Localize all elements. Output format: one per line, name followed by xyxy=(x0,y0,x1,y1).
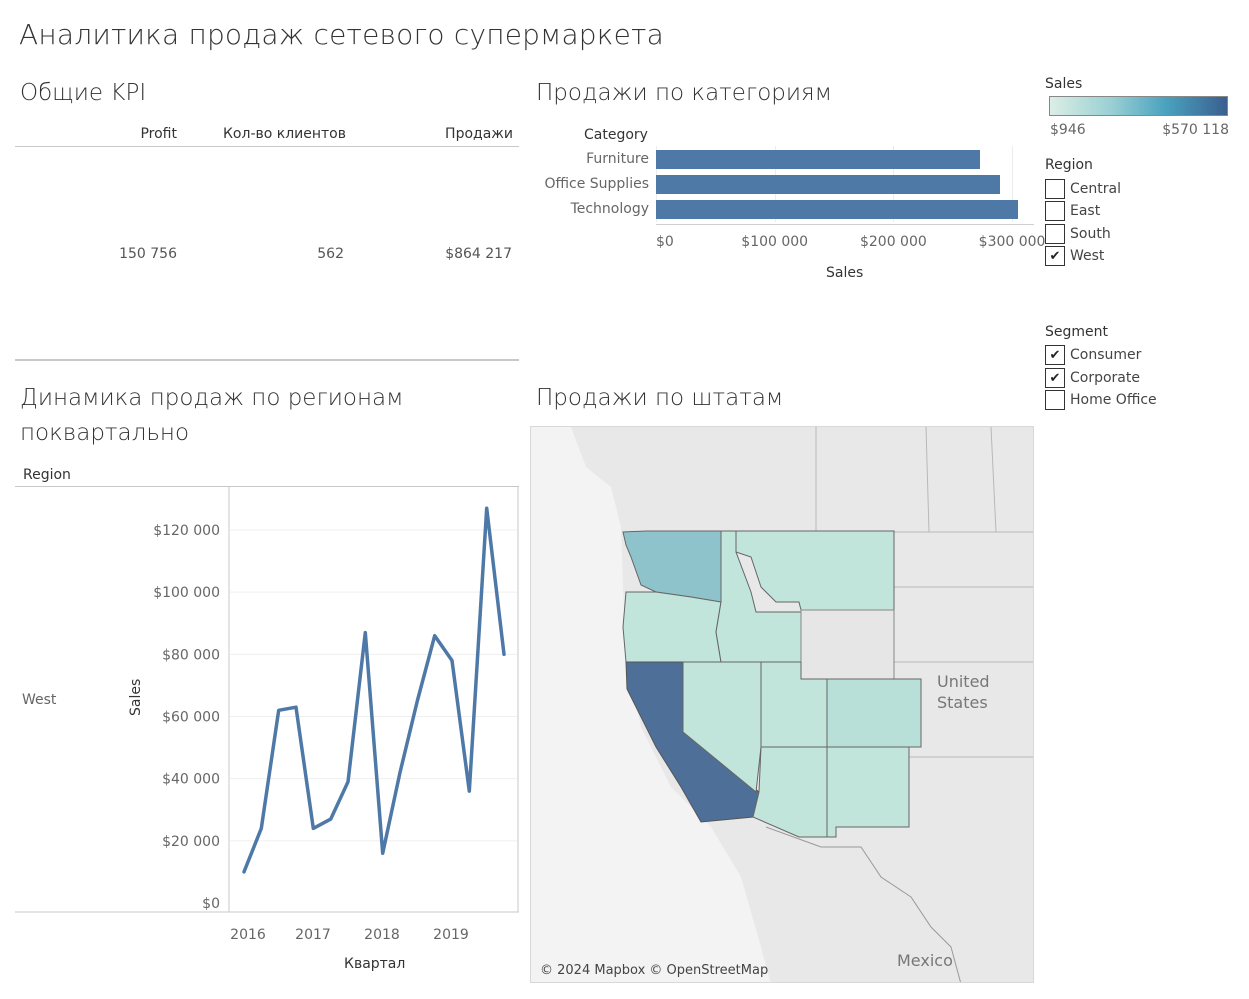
kpi-header-profit: Profit xyxy=(140,126,177,142)
line-series-west[interactable] xyxy=(242,506,506,874)
kpi-value-profit[interactable]: 150 756 xyxy=(119,246,177,262)
bar-category-label: Furniture xyxy=(586,151,649,167)
checkbox[interactable] xyxy=(1045,179,1065,199)
segment-filter-corporate[interactable]: ✔ Corporate xyxy=(1045,367,1140,389)
state-new-mexico[interactable] xyxy=(826,746,910,838)
state-nevada[interactable] xyxy=(682,661,762,793)
checkbox-checked[interactable]: ✔ xyxy=(1045,368,1065,388)
region-filter-title: Region xyxy=(1045,157,1093,173)
kpi-header-divider xyxy=(15,146,519,147)
checkbox[interactable] xyxy=(1045,201,1065,221)
line-y-tick: $80 000 xyxy=(162,647,220,663)
line-x-tick: 2019 xyxy=(433,927,469,943)
kpi-value-sales[interactable]: $864 217 xyxy=(445,246,512,262)
sales-map[interactable]: United States Mexico xyxy=(530,426,1034,983)
kpi-title: Общие KPI xyxy=(20,80,147,106)
line-y-tick: $40 000 xyxy=(162,772,220,788)
sales-color-gradient xyxy=(1049,96,1228,116)
line-row-label-west: West xyxy=(22,692,57,708)
state-oregon[interactable] xyxy=(622,591,722,663)
bar-x-tick: $200 000 xyxy=(859,234,927,250)
segment-filter-home-office[interactable]: Home Office xyxy=(1045,389,1157,411)
kpi-bottom-divider xyxy=(15,359,519,361)
state-montana[interactable] xyxy=(735,530,895,611)
state-wyoming[interactable] xyxy=(800,609,895,680)
map-label-states: States xyxy=(937,693,988,712)
map-label-united: United xyxy=(937,672,990,691)
kpi-header-customers: Кол-во клиентов xyxy=(222,126,346,142)
line-chart-title-1: Динамика продаж по регионам xyxy=(20,385,404,411)
mexico-border xyxy=(765,826,961,982)
bar-axis-line xyxy=(656,224,1034,225)
bar-x-tick: $300 000 xyxy=(978,234,1046,250)
bar-category-label: Office Supplies xyxy=(544,176,649,192)
bar-furniture[interactable] xyxy=(656,150,981,169)
segment-filter-title: Segment xyxy=(1045,324,1108,340)
line-chart-title-2: поквартально xyxy=(20,420,190,446)
checkbox[interactable] xyxy=(1045,390,1065,410)
line-header-divider xyxy=(15,486,519,487)
category-header: Category xyxy=(584,127,648,143)
sales-legend-title: Sales xyxy=(1045,76,1083,92)
kpi-header-sales: Продажи xyxy=(445,126,513,142)
map-borders xyxy=(771,427,1033,758)
line-y-tick: $100 000 xyxy=(153,585,220,601)
segment-filter-consumer[interactable]: ✔ Consumer xyxy=(1045,344,1141,366)
bar-x-tick: $100 000 xyxy=(741,234,809,250)
line-y-tick: $60 000 xyxy=(162,710,220,726)
region-filter-east[interactable]: East xyxy=(1045,200,1100,222)
map-title: Продажи по штатам xyxy=(536,385,784,411)
map-svg: United States Mexico xyxy=(531,427,1033,982)
state-colorado[interactable] xyxy=(826,678,922,748)
kpi-value-customers[interactable]: 562 xyxy=(317,246,344,262)
line-x-tick: 2017 xyxy=(295,927,331,943)
map-label-mexico: Mexico xyxy=(897,951,953,970)
line-y-tick: $0 xyxy=(202,896,220,912)
checkbox-checked[interactable]: ✔ xyxy=(1045,345,1065,365)
bar-category-label: Technology xyxy=(570,201,649,217)
line-region-header: Region xyxy=(23,467,71,483)
region-filter-central[interactable]: Central xyxy=(1045,178,1121,200)
region-filter-west[interactable]: ✔ West xyxy=(1045,245,1104,267)
region-filter-south[interactable]: South xyxy=(1045,223,1111,245)
sales-legend-min: $946 xyxy=(1050,122,1086,138)
sales-legend-max: $570 118 xyxy=(1162,122,1229,138)
category-chart-title: Продажи по категориям xyxy=(536,80,833,106)
checkbox-checked[interactable]: ✔ xyxy=(1045,246,1065,266)
bar-x-tick: $0 xyxy=(656,234,674,250)
line-y-tick: $120 000 xyxy=(153,523,220,539)
map-attribution[interactable]: © 2024 Mapbox © OpenStreetMap xyxy=(540,963,769,978)
checkbox[interactable] xyxy=(1045,224,1065,244)
line-chart-svg: $120 000 $100 000 $80 000 $60 000 $40 000 $20… xyxy=(15,487,519,943)
bar-office-supplies[interactable] xyxy=(656,175,1001,194)
line-x-axis-title: Квартал xyxy=(344,956,406,972)
ocean-area xyxy=(531,427,771,982)
category-x-axis-title: Sales xyxy=(826,265,864,281)
line-x-tick: 2016 xyxy=(230,927,266,943)
dashboard-title: Аналитика продаж сетевого супермаркета xyxy=(19,18,664,51)
line-y-tick: $20 000 xyxy=(162,834,220,850)
bar-technology[interactable] xyxy=(656,200,1018,219)
line-x-tick: 2018 xyxy=(364,927,400,943)
